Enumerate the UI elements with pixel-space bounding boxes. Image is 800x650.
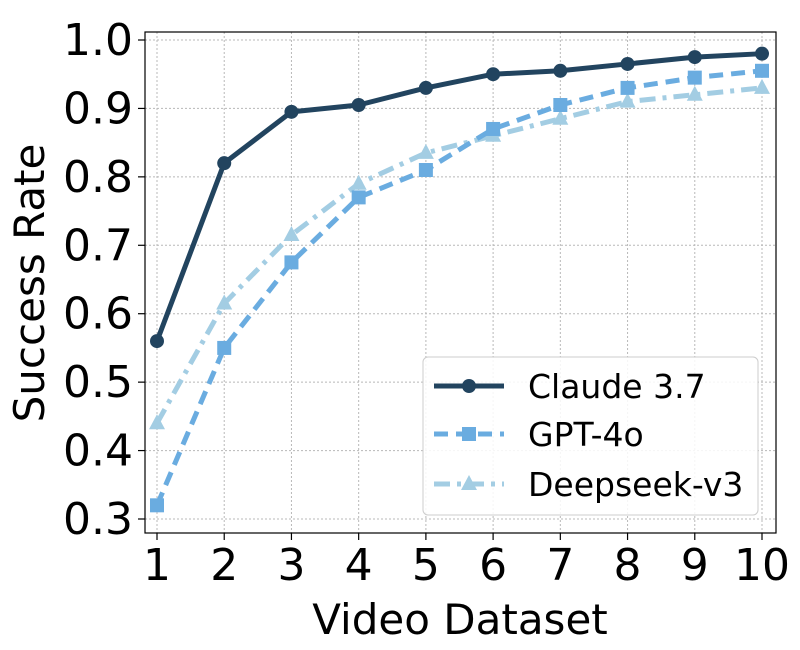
data-point <box>553 98 568 113</box>
y-tick-label: 0.6 <box>63 289 133 340</box>
data-point <box>553 63 568 78</box>
data-point <box>150 334 164 349</box>
x-tick-label: 5 <box>412 540 440 591</box>
x-tick-label: 4 <box>345 540 373 591</box>
legend-label: GPT-4o <box>528 415 644 454</box>
data-point <box>620 56 635 71</box>
y-tick-label: 0.5 <box>63 357 133 408</box>
y-tick-label: 0.9 <box>63 83 133 134</box>
data-point <box>552 109 569 125</box>
plot-frame <box>144 31 777 534</box>
legend-marker <box>462 379 476 393</box>
x-tick-label: 2 <box>210 540 238 591</box>
x-tick-label: 6 <box>479 540 507 591</box>
series-line <box>154 68 763 507</box>
data-point <box>418 80 433 95</box>
data-point <box>687 50 702 65</box>
series-claude-3-7 <box>150 46 769 349</box>
data-point <box>149 414 165 430</box>
data-point <box>486 121 501 136</box>
series-layer <box>149 46 770 513</box>
x-tick-label: 10 <box>734 540 790 591</box>
data-point <box>217 340 232 355</box>
data-point <box>351 190 366 205</box>
data-point <box>216 294 233 310</box>
y-tick-label: 0.8 <box>63 152 133 203</box>
data-point <box>150 498 164 513</box>
y-tick-label: 0.4 <box>63 426 133 477</box>
data-point <box>417 143 434 159</box>
data-point <box>418 163 433 178</box>
data-point <box>754 78 770 94</box>
legend-label: Claude 3.7 <box>528 367 706 406</box>
data-point <box>284 104 299 119</box>
x-tick-label: 3 <box>277 540 305 591</box>
series-line <box>154 51 763 342</box>
y-tick-label: 1.0 <box>63 15 133 66</box>
x-tick-label: 7 <box>546 540 574 591</box>
data-point <box>284 255 299 270</box>
data-point <box>351 98 366 113</box>
y-axis: 0.3 0.4 0.5 0.6 0.7 0.8 0.9 1.0 <box>63 15 145 545</box>
x-tick-label: 8 <box>614 540 642 591</box>
legend-marker <box>461 475 477 490</box>
data-point <box>217 156 232 171</box>
legend-box <box>422 356 759 516</box>
data-point <box>350 174 367 190</box>
legend-marker <box>462 427 476 441</box>
x-tick-label: 9 <box>681 540 709 591</box>
x-axis: 1 2 3 4 5 6 7 8 9 10 <box>143 533 790 591</box>
data-point <box>686 85 703 101</box>
legend: Claude 3.7 GPT-4o Deepseek-v3 <box>422 356 759 516</box>
y-tick-label: 0.7 <box>63 220 133 271</box>
x-tick-label: 1 <box>143 540 171 591</box>
x-axis-label: Video Dataset <box>312 595 608 644</box>
series-line <box>154 85 763 425</box>
legend-label: Deepseek-v3 <box>528 465 743 504</box>
series-deepseek-v3 <box>149 78 770 430</box>
data-point <box>755 46 769 61</box>
data-point <box>620 80 635 95</box>
y-tick-label: 0.3 <box>63 494 133 545</box>
data-point <box>486 67 501 82</box>
data-point <box>619 92 636 108</box>
data-point <box>283 226 300 242</box>
data-point <box>687 70 702 85</box>
data-point <box>755 63 769 78</box>
series-gpt-4o <box>150 63 769 513</box>
y-axis-label: Success Rate <box>5 144 54 423</box>
